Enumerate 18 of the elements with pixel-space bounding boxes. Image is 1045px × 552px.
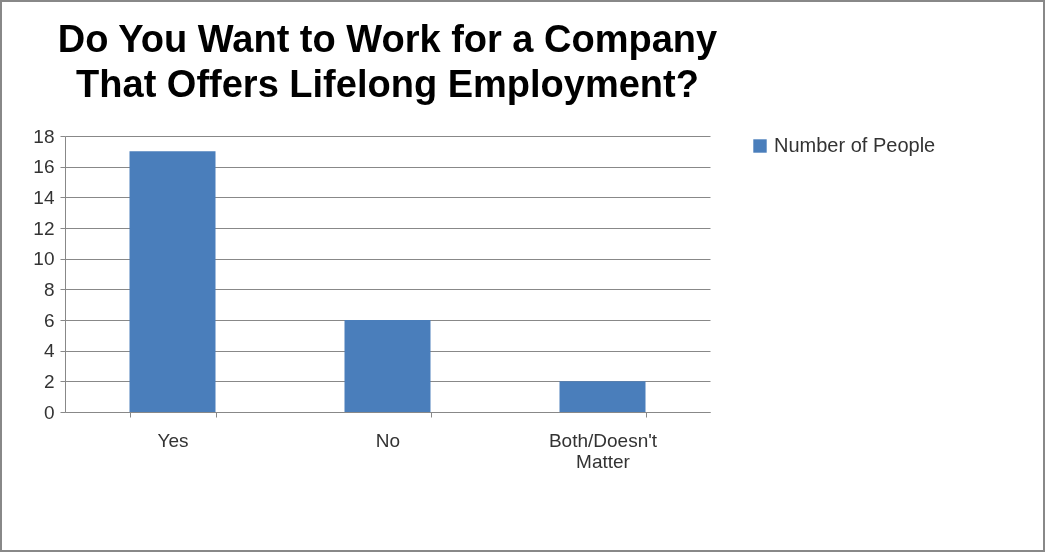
y-tick-label: 10 [33, 248, 55, 270]
y-tick-label: 14 [33, 186, 55, 208]
y-tick-label: 18 [33, 125, 55, 147]
legend-label: Number of People [774, 134, 936, 156]
x-tick-label: Yes [157, 429, 189, 451]
bar [559, 381, 646, 412]
y-tick-label: 4 [43, 340, 55, 362]
y-tick-label: 8 [43, 278, 55, 300]
y-tick-label: 0 [43, 401, 55, 423]
x-tick-label: Both/Doesn't Matter [548, 429, 658, 472]
bar [344, 320, 431, 412]
chart-title: Do You Want to Work for a Company That Offers Lifelong Employment? [57, 18, 718, 105]
y-tick-label: 2 [43, 370, 55, 392]
y-tick-label: 12 [33, 217, 55, 239]
x-tick-label: No [375, 429, 401, 451]
bar [129, 151, 216, 412]
y-tick-label: 16 [33, 156, 55, 178]
y-tick-label: 6 [43, 309, 55, 331]
